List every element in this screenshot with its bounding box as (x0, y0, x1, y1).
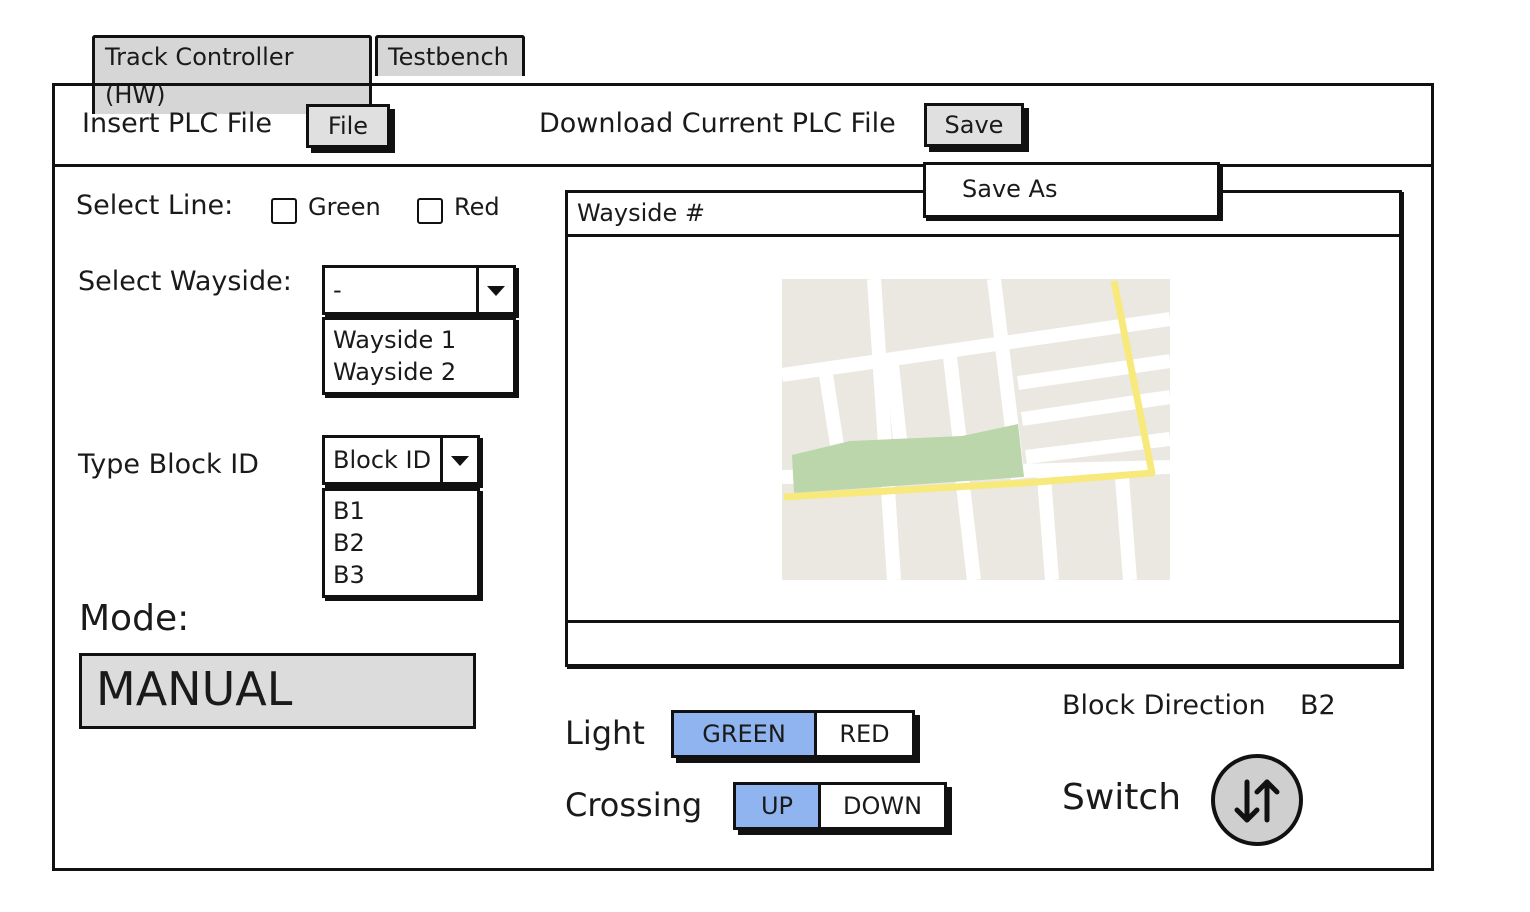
block-id-options-list: B1 B2 B3 (322, 488, 480, 598)
download-plc-file-label: Download Current PLC File (539, 108, 896, 139)
wayside-panel-footer-divider (565, 620, 1402, 623)
main-window-frame (52, 83, 1434, 871)
crossing-up-option[interactable]: UP (736, 785, 818, 827)
switch-label: Switch (1062, 777, 1182, 818)
wayside-option[interactable]: Wayside 1 (333, 326, 457, 354)
crossing-toggle: UP DOWN (733, 782, 947, 830)
block-id-select-value: Block ID (333, 446, 432, 474)
track-map-image (782, 279, 1170, 580)
green-line-checkbox[interactable] (271, 198, 297, 224)
red-line-label: Red (454, 193, 500, 221)
select-wayside-label: Select Wayside: (78, 266, 292, 297)
crossing-label: Crossing (565, 786, 703, 824)
swap-vertical-icon (1234, 779, 1280, 823)
wayside-panel-title: Wayside # (577, 199, 706, 227)
mode-label: Mode: (79, 598, 190, 639)
wayside-options-list: Wayside 1 Wayside 2 (322, 317, 516, 395)
save-as-menu-item[interactable]: Save As (923, 162, 1220, 218)
light-toggle: GREEN RED (671, 710, 915, 758)
toolbar-divider (52, 164, 1434, 167)
mode-display: MANUAL (79, 653, 476, 729)
block-direction-value: B2 (1300, 690, 1336, 721)
light-label: Light (565, 714, 645, 752)
chevron-down-icon[interactable] (440, 438, 477, 482)
file-button[interactable]: File (306, 104, 390, 148)
block-id-option[interactable]: B1 (333, 497, 365, 525)
wayside-select[interactable]: - (322, 265, 516, 315)
green-line-label: Green (308, 193, 381, 221)
block-id-select[interactable]: Block ID (322, 435, 480, 485)
block-direction-label: Block Direction (1062, 690, 1266, 721)
tab-testbench[interactable]: Testbench (375, 35, 525, 76)
wayside-panel-header-divider (565, 234, 1402, 237)
tab-track-controller-hw[interactable]: Track Controller (HW) (92, 35, 372, 114)
crossing-down-option[interactable]: DOWN (818, 785, 944, 827)
light-green-option[interactable]: GREEN (674, 713, 814, 755)
wayside-select-value: - (333, 276, 342, 304)
chevron-down-icon[interactable] (476, 268, 513, 312)
light-red-option[interactable]: RED (814, 713, 912, 755)
select-line-label: Select Line: (76, 190, 234, 221)
wayside-option[interactable]: Wayside 2 (333, 358, 457, 386)
red-line-checkbox[interactable] (417, 198, 443, 224)
insert-plc-file-label: Insert PLC File (82, 108, 272, 139)
block-id-label: Type Block ID (78, 449, 259, 480)
switch-button[interactable] (1211, 754, 1303, 846)
save-button[interactable]: Save (924, 103, 1024, 147)
block-id-option[interactable]: B2 (333, 529, 365, 557)
block-id-option[interactable]: B3 (333, 561, 365, 589)
